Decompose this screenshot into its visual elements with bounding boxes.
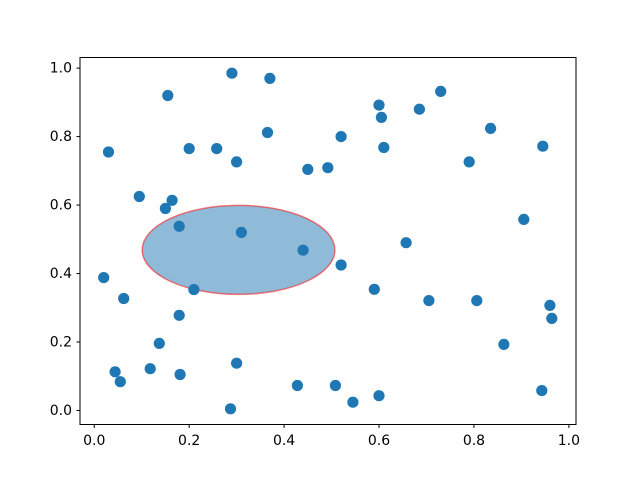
data-point bbox=[471, 295, 483, 307]
y-tick-label: 0.4 bbox=[50, 266, 72, 282]
confidence-ellipse bbox=[141, 204, 336, 296]
data-point bbox=[463, 156, 475, 168]
x-tick-label: 0.6 bbox=[368, 433, 390, 449]
x-tick-label: 1.0 bbox=[558, 433, 580, 449]
data-point bbox=[224, 403, 237, 415]
data-point bbox=[400, 237, 412, 249]
data-point bbox=[375, 111, 387, 123]
y-tick-label: 0.0 bbox=[50, 403, 72, 419]
data-point bbox=[188, 284, 200, 296]
data-point bbox=[166, 194, 178, 206]
data-point bbox=[173, 309, 185, 321]
axes-frame bbox=[79, 57, 577, 425]
data-point bbox=[114, 376, 126, 388]
data-point bbox=[498, 338, 510, 350]
data-point bbox=[536, 385, 548, 397]
data-point bbox=[378, 141, 390, 154]
data-point bbox=[335, 259, 347, 271]
y-tick-label: 0.6 bbox=[50, 198, 72, 214]
data-point bbox=[118, 292, 130, 305]
y-tick-label: 1.0 bbox=[50, 61, 72, 77]
data-point bbox=[133, 190, 145, 203]
data-point bbox=[347, 396, 359, 408]
data-point bbox=[174, 368, 186, 381]
data-point bbox=[183, 143, 195, 155]
data-point bbox=[235, 226, 247, 238]
data-point bbox=[368, 283, 380, 295]
data-point bbox=[291, 379, 303, 392]
x-tick-label: 0.8 bbox=[463, 433, 485, 449]
data-point bbox=[413, 103, 425, 115]
data-point bbox=[211, 143, 223, 155]
data-point bbox=[226, 67, 238, 79]
x-tick-label: 0.2 bbox=[178, 433, 200, 449]
data-point bbox=[423, 295, 435, 307]
data-point bbox=[329, 379, 341, 392]
data-point bbox=[173, 220, 185, 232]
x-tick-label: 0.4 bbox=[273, 433, 295, 449]
x-tick-label: 0.0 bbox=[83, 433, 105, 449]
data-point bbox=[544, 299, 556, 311]
data-point bbox=[98, 272, 110, 284]
data-point bbox=[297, 244, 309, 256]
data-point bbox=[231, 156, 243, 168]
y-tick-label: 0.2 bbox=[50, 334, 72, 350]
data-point bbox=[546, 312, 558, 324]
y-tick-label: 0.8 bbox=[50, 129, 72, 145]
data-point bbox=[435, 85, 447, 97]
data-point bbox=[159, 202, 171, 215]
data-point bbox=[322, 162, 334, 174]
data-point bbox=[153, 337, 165, 349]
data-point bbox=[162, 89, 174, 102]
data-point bbox=[373, 99, 385, 111]
data-point bbox=[335, 131, 347, 143]
data-point bbox=[518, 213, 530, 225]
data-point bbox=[109, 366, 121, 378]
data-point bbox=[261, 126, 274, 139]
data-point bbox=[302, 163, 314, 175]
data-point bbox=[485, 122, 497, 134]
data-point bbox=[537, 140, 549, 152]
data-point bbox=[102, 146, 115, 158]
data-point bbox=[373, 390, 385, 402]
data-point bbox=[264, 72, 276, 84]
data-point bbox=[231, 357, 243, 369]
data-point bbox=[144, 363, 156, 375]
